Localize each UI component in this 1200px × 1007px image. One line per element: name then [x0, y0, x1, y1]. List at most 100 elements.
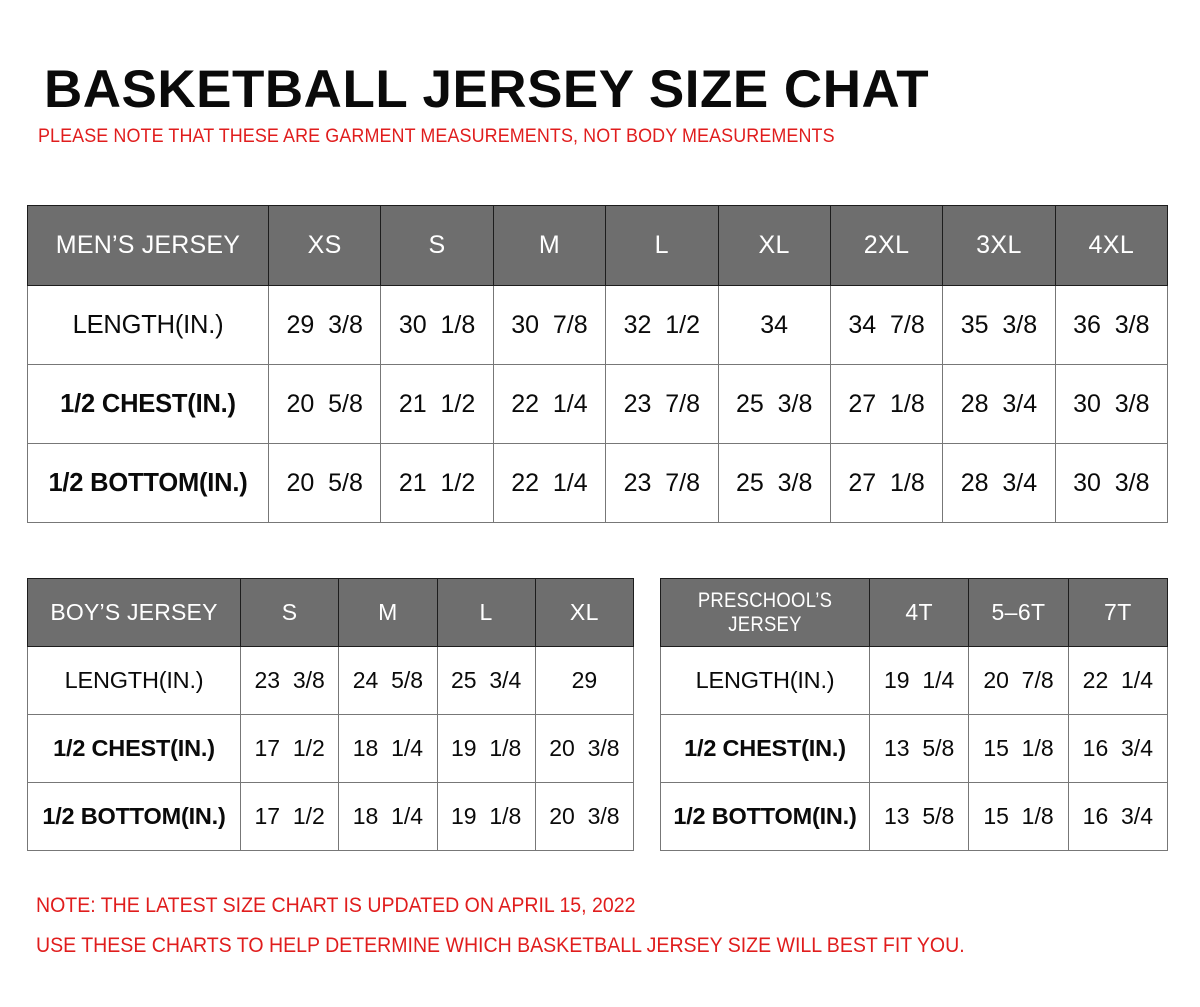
- mens-cell: 21 1/2: [380, 364, 494, 444]
- table-row: 1/2 CHEST(IN.) 13 5/8 15 1/8 16 3/4: [660, 714, 1169, 783]
- boys-cell: 20 3/8: [534, 714, 635, 783]
- cell-value: 35 3/8: [960, 310, 1038, 339]
- mens-column-header-xs: XS: [267, 205, 382, 286]
- preschool-row-header-label: PRESCHOOL’S JERSEY: [660, 578, 870, 647]
- boys-cell: 24 5/8: [338, 646, 438, 715]
- cell-value: 25 3/8: [735, 468, 813, 497]
- mens-cell: 29 3/8: [267, 285, 382, 365]
- mens-cell: 27 1/8: [829, 443, 944, 523]
- cell-value: 30 3/8: [1073, 468, 1150, 497]
- mens-cell: 27 1/8: [829, 364, 944, 444]
- cell-value: 20 3/8: [549, 803, 620, 829]
- cell-value: 32 1/2: [623, 310, 701, 339]
- cell-value: 17 1/2: [254, 803, 325, 829]
- cell-value: 22 1/4: [511, 389, 588, 418]
- table-row: 1/2 CHEST(IN.) 20 5/8 21 1/2 22 1/4 23 7/8 25…: [27, 364, 1169, 444]
- table-row: LENGTH(IN.) 29 3/8 30 1/8 30 7/8 32 1/2 34 34 …: [27, 285, 1169, 365]
- mens-cell: 21 1/2: [380, 443, 494, 523]
- preschool-cell: 22 1/4: [1067, 646, 1169, 715]
- mens-cell: 20 5/8: [267, 443, 382, 523]
- mens-cell: 23 7/8: [605, 443, 719, 523]
- boys-cell: 18 1/4: [338, 782, 438, 851]
- mens-cell: 34: [717, 285, 831, 365]
- table-row: 1/2 BOTTOM(IN.) 20 5/8 21 1/2 22 1/4 23 7/8 2…: [27, 443, 1169, 523]
- preschool-cell: 20 7/8: [968, 646, 1069, 715]
- boys-cell: 25 3/4: [436, 646, 536, 715]
- table-row: 1/2 CHEST(IN.) 17 1/2 18 1/4 19 1/8 20 3/8: [27, 714, 635, 783]
- mens-column-header-2xl: 2XL: [829, 205, 944, 286]
- mens-cell: 20 5/8: [267, 364, 382, 444]
- boys-table-body: LENGTH(IN.) 23 3/8 24 5/8 25 3/4 29 1/2 CHEST…: [27, 646, 635, 851]
- preschool-cell: 15 1/8: [968, 714, 1069, 783]
- cell-value: 17 1/2: [254, 735, 325, 761]
- cell-value: 25 3/4: [450, 667, 522, 693]
- cell-value: 18 1/4: [352, 735, 424, 761]
- table-row: 1/2 BOTTOM(IN.) 13 5/8 15 1/8 16 3/4: [660, 782, 1169, 851]
- boys-cell: 20 3/8: [534, 782, 635, 851]
- cell-value: 23 3/8: [254, 667, 325, 693]
- cell-value: 21 1/2: [398, 389, 476, 418]
- mens-column-header-3xl: 3XL: [942, 205, 1056, 286]
- cell-value: 34 7/8: [848, 310, 925, 339]
- cell-value: 36 3/8: [1073, 310, 1150, 339]
- boys-measure-label: 1/2 CHEST(IN.): [27, 714, 241, 783]
- preschool-table-body: LENGTH(IN.) 19 1/4 20 7/8 22 1/4 1/2 CHEST(I…: [660, 646, 1169, 851]
- preschool-measure-label: 1/2 CHEST(IN.): [660, 714, 870, 783]
- boys-cell: 18 1/4: [338, 714, 438, 783]
- boys-cell: 23 3/8: [239, 646, 340, 715]
- mens-cell: 23 7/8: [605, 364, 719, 444]
- cell-value: 20 7/8: [983, 667, 1054, 693]
- cell-value: 30 7/8: [511, 310, 588, 339]
- cell-value: 34: [760, 310, 789, 339]
- cell-value: 28 3/4: [960, 389, 1038, 418]
- cell-value: 19 1/8: [450, 803, 522, 829]
- preschool-cell: 19 1/4: [868, 646, 970, 715]
- mens-measure-label: LENGTH(IN.): [27, 285, 269, 365]
- preschool-cell: 15 1/8: [968, 782, 1069, 851]
- boys-measure-label: 1/2 BOTTOM(IN.): [27, 782, 241, 851]
- cell-value: 13 5/8: [883, 803, 955, 829]
- boys-cell: 17 1/2: [239, 782, 340, 851]
- mens-cell: 32 1/2: [605, 285, 719, 365]
- table-header-row: PRESCHOOL’S JERSEY 4T 5–6T 7T: [660, 578, 1169, 647]
- mens-measure-label: 1/2 BOTTOM(IN.): [27, 443, 269, 523]
- mens-cell: 28 3/4: [942, 364, 1056, 444]
- garment-measurement-note: PLEASE NOTE THAT THESE ARE GARMENT MEASU…: [38, 124, 835, 147]
- cell-value: 16 3/4: [1082, 735, 1153, 761]
- cell-value: 16 3/4: [1082, 803, 1153, 829]
- mens-table-header: MEN’S JERSEY XS S M L XL 2XL 3XL 4XL: [27, 205, 1169, 286]
- cell-value: 30 1/8: [398, 310, 476, 339]
- mens-cell: 34 7/8: [829, 285, 944, 365]
- cell-value: 30 3/8: [1073, 389, 1150, 418]
- cell-value: 25 3/8: [735, 389, 813, 418]
- footer-note-line: NOTE: THE LATEST SIZE CHART IS UPDATED O…: [36, 894, 636, 917]
- preschool-cell: 16 3/4: [1067, 714, 1169, 783]
- boys-table-header: BOY’S JERSEY S M L XL: [27, 578, 635, 647]
- cell-value: 19 1/8: [450, 735, 522, 761]
- mens-column-header-4xl: 4XL: [1054, 205, 1169, 286]
- table-header-row: BOY’S JERSEY S M L XL: [27, 578, 635, 647]
- cell-value: 27 1/8: [848, 468, 925, 497]
- boys-cell: 29: [534, 646, 635, 715]
- mens-cell: 36 3/8: [1054, 285, 1169, 365]
- cell-value: 22 1/4: [511, 468, 588, 497]
- page-title: BASKETBALL JERSEY SIZE CHAT: [44, 59, 930, 119]
- cell-value: 13 5/8: [883, 735, 955, 761]
- cell-value: 15 1/8: [983, 803, 1054, 829]
- mens-column-header-l: L: [605, 205, 719, 286]
- mens-cell: 25 3/8: [717, 443, 831, 523]
- mens-cell: 22 1/4: [492, 443, 607, 523]
- mens-table-body: LENGTH(IN.) 29 3/8 30 1/8 30 7/8 32 1/2 34 34 …: [27, 285, 1169, 523]
- boys-jersey-size-table: BOY’S JERSEY S M L XL LENGTH(IN.) 23 3/8 24 5/…: [27, 578, 635, 851]
- boys-measure-label: LENGTH(IN.): [27, 646, 241, 715]
- table-row: LENGTH(IN.) 19 1/4 20 7/8 22 1/4: [660, 646, 1169, 715]
- preschool-column-header-4t: 4T: [868, 578, 970, 647]
- mens-cell: 30 3/8: [1054, 443, 1169, 523]
- mens-cell: 25 3/8: [717, 364, 831, 444]
- cell-value: 29: [571, 667, 598, 693]
- mens-row-header-label: MEN’S JERSEY: [27, 205, 269, 286]
- preschool-measure-label: 1/2 BOTTOM(IN.): [660, 782, 870, 851]
- cell-value: 22 1/4: [1082, 667, 1153, 693]
- table-row: 1/2 BOTTOM(IN.) 17 1/2 18 1/4 19 1/8 20 3/8: [27, 782, 635, 851]
- preschool-cell: 16 3/4: [1067, 782, 1169, 851]
